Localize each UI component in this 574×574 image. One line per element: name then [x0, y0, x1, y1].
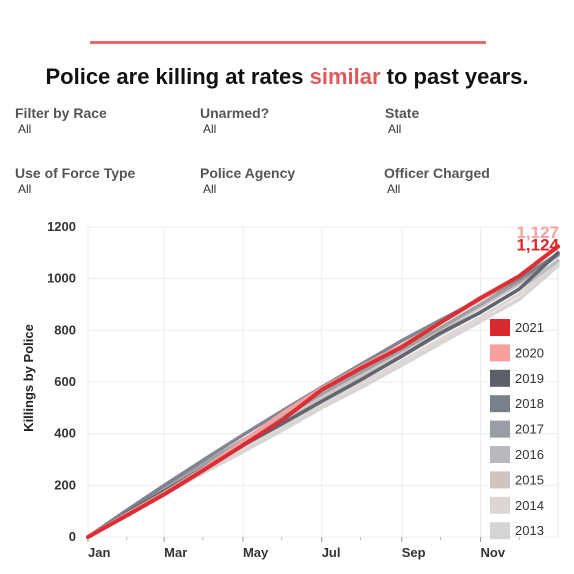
legend-swatch-2018 [490, 395, 510, 413]
title-part-1: Police are killing at rates [45, 64, 310, 89]
legend-label-2021: 2021 [515, 320, 544, 335]
filter-unarmed-label: Unarmed? [200, 105, 270, 121]
title-accent: similar [309, 64, 381, 89]
legend-label-2013: 2013 [515, 523, 544, 538]
legend-label-2017: 2017 [515, 422, 544, 437]
legend-label-2014: 2014 [515, 498, 544, 513]
filter-unarmed[interactable]: Unarmed? All [200, 105, 370, 136]
x-tick-label: May [243, 545, 269, 560]
legend-swatch-2014 [490, 496, 510, 514]
legend-label-2019: 2019 [515, 371, 544, 386]
y-tick-label: 1000 [47, 271, 76, 286]
legend-label-2016: 2016 [515, 447, 544, 462]
filter-force-type-label: Use of Force Type [15, 165, 136, 181]
y-tick-label: 1200 [47, 219, 76, 234]
legend-swatch-2017 [490, 420, 510, 438]
end-label-2021: 1,124 [516, 236, 559, 255]
y-tick-label: 600 [54, 374, 76, 389]
filter-officer-charged-label: Officer Charged [384, 165, 490, 181]
y-tick-label: 0 [69, 529, 76, 544]
x-tick-label: Nov [481, 545, 506, 560]
y-axis-label: Killings by Police [21, 324, 36, 432]
x-tick-label: Jan [88, 545, 110, 560]
y-tick-label: 800 [54, 322, 76, 337]
end-label-2020: 1,127 [516, 223, 559, 242]
x-tick-label: Mar [164, 545, 187, 560]
filter-agency-value[interactable]: All [203, 182, 217, 196]
filter-race[interactable]: Filter by Race All [15, 105, 185, 136]
filter-state-value[interactable]: All [388, 122, 402, 136]
page-title: Police are killing at rates similar to p… [0, 64, 574, 90]
title-part-2: to past years. [380, 64, 529, 89]
legend-swatch-2019 [490, 369, 510, 387]
chart-legend: 2021 2020 2019 2018 2017 2016 2015 2014 2013 [490, 319, 544, 540]
legend-swatch-2020 [490, 344, 510, 362]
filter-agency-label: Police Agency [200, 165, 296, 181]
legend-swatch-2021 [490, 319, 510, 336]
chart-series-lines [86, 243, 560, 539]
title-divider [90, 41, 486, 44]
legend-swatch-2015 [490, 471, 510, 489]
legend-swatch-2016 [490, 446, 510, 463]
filter-officer-charged[interactable]: Officer Charged All [384, 165, 554, 196]
filter-agency[interactable]: Police Agency All [200, 165, 370, 196]
legend-label-2018: 2018 [515, 396, 544, 411]
y-tick-label: 400 [54, 426, 76, 441]
y-tick-label: 200 [54, 477, 76, 492]
x-tick-label: Sep [402, 545, 426, 560]
filter-force-type-value[interactable]: All [18, 182, 32, 196]
legend-label-2020: 2020 [515, 345, 544, 360]
filter-state-label: State [385, 105, 420, 121]
filter-race-label: Filter by Race [15, 105, 107, 121]
legend-label-2015: 2015 [515, 472, 544, 487]
filter-state[interactable]: State All [385, 105, 555, 136]
filter-officer-charged-value[interactable]: All [387, 182, 401, 196]
filter-unarmed-value[interactable]: All [203, 122, 217, 136]
filter-force-type[interactable]: Use of Force Type All [15, 165, 185, 196]
chart-axes: 0 200 400 600 800 1000 1200 Jan Mar May Jul Sep Nov [47, 219, 520, 560]
series-line-2021 [86, 244, 560, 539]
legend-swatch-2013 [490, 522, 510, 540]
filter-race-value[interactable]: All [18, 122, 32, 136]
x-tick-label: Jul [322, 545, 341, 560]
